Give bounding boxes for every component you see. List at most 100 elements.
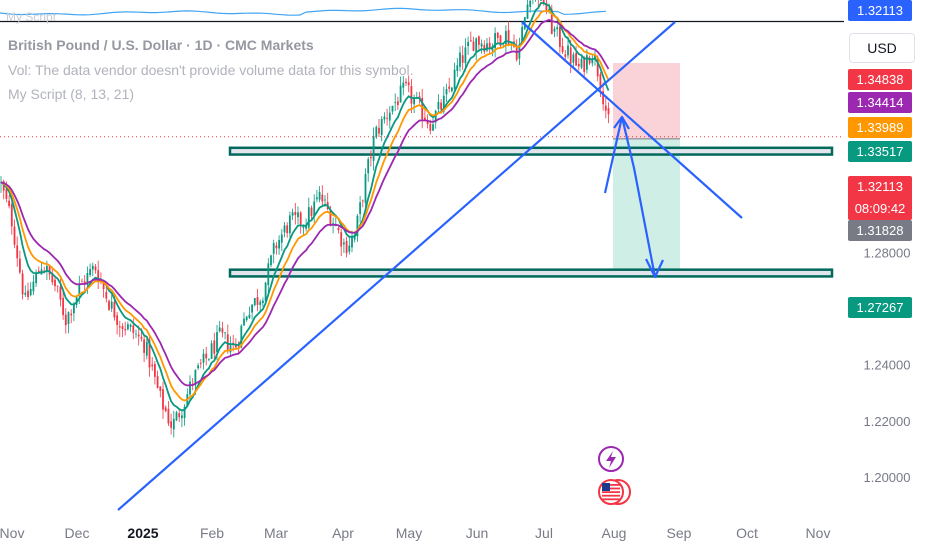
candle-body [607,108,610,115]
us-flag-icon[interactable] [598,479,631,505]
position-target-zone[interactable] [613,138,680,272]
candle-body [129,324,132,327]
candle [561,37,564,54]
candle [208,358,210,362]
candle-body [224,332,226,334]
candle-body [499,35,502,46]
lightning-icon[interactable] [598,446,624,472]
candle-body [164,407,167,412]
candle [343,238,345,254]
candle-body [316,197,318,200]
price-tag[interactable]: 1.33989 [848,117,912,138]
time-axis[interactable] [0,518,844,550]
candle-body [48,264,51,275]
price-tag[interactable]: 1.32113 08:09:42 [848,176,912,220]
candle [19,250,21,275]
candle [391,105,394,115]
candle-body [448,86,451,89]
candle-body [302,225,305,228]
candle-body [35,273,37,284]
candle-body [118,326,121,328]
ascending-trendline[interactable] [117,21,676,511]
candle [437,94,440,113]
price-tag[interactable]: 1.34414 [848,92,912,113]
candle-body [46,266,48,272]
y-tick-label: 1.28000 [864,245,911,260]
price-tag-label: 1.34838 [857,72,904,87]
position-stop-zone[interactable] [613,62,680,139]
candle-body [294,211,297,216]
candle-body [127,324,129,330]
price-tag[interactable]: 1.34838 [848,69,912,90]
candle-body [383,116,386,120]
candle [532,0,534,5]
candle [183,404,186,426]
candle [535,0,536,2]
candle [361,199,364,208]
candle [118,320,121,338]
candle-body [37,270,40,273]
candle-body [378,127,380,134]
candle-body [596,58,599,77]
candle [480,39,483,54]
candle [256,288,259,312]
projection-arrow[interactable] [603,115,657,278]
candle-body [529,0,532,7]
price-axis[interactable] [844,0,932,550]
candle [364,168,367,207]
candle [35,269,37,287]
candle-body [577,63,580,67]
x-tick-label: May [396,525,422,541]
candle [8,194,10,209]
candle [526,0,529,19]
candle-body [218,327,221,332]
candle [380,116,383,142]
candle [316,189,318,203]
descending-trendline[interactable] [521,21,743,219]
candle [515,39,518,62]
candle [475,37,478,61]
candle [54,277,56,292]
candle-body [259,301,262,305]
price-tag[interactable]: 1.27267 [848,297,912,318]
candle [383,112,386,124]
candle-body [94,266,97,271]
candle [289,211,291,242]
candle [402,76,405,96]
candle-body [208,358,210,360]
candle-body [472,41,475,51]
projection-arrowhead [645,258,664,279]
script-legend[interactable]: My Script (8, 13, 21) [8,86,135,102]
price-tag[interactable]: 1.31828 [848,220,912,241]
candle-body [286,225,289,234]
price-tag-bg [848,69,912,90]
symbol-title[interactable]: British Pound / U.S. Dollar · 1D · CMC M… [8,37,314,53]
candle [553,26,556,38]
candle [251,304,253,320]
candle-body [356,215,359,237]
candle-body [515,47,518,60]
candle [13,219,16,249]
candle-body [248,314,251,318]
flag-stripe [602,487,620,490]
candle [218,320,221,333]
candle [370,150,372,167]
candle-body [124,328,127,331]
candle [588,55,591,66]
candle [372,127,375,171]
candle-body [78,283,81,295]
currency-button[interactable]: USD [849,33,915,63]
candle [213,332,216,360]
candle-body [2,181,5,191]
price-tag[interactable]: 1.33517 [848,141,912,162]
candle [51,267,54,286]
support-zone-2[interactable] [228,268,834,278]
candle [262,297,264,307]
price-tag-bg [848,220,912,241]
price-tag[interactable]: 1.32113 [848,0,912,21]
candle-body [116,315,118,325]
candle-body [56,285,59,287]
candle [542,0,545,6]
